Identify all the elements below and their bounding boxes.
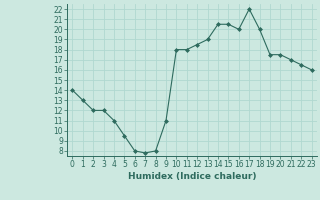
X-axis label: Humidex (Indice chaleur): Humidex (Indice chaleur) [128, 172, 256, 181]
